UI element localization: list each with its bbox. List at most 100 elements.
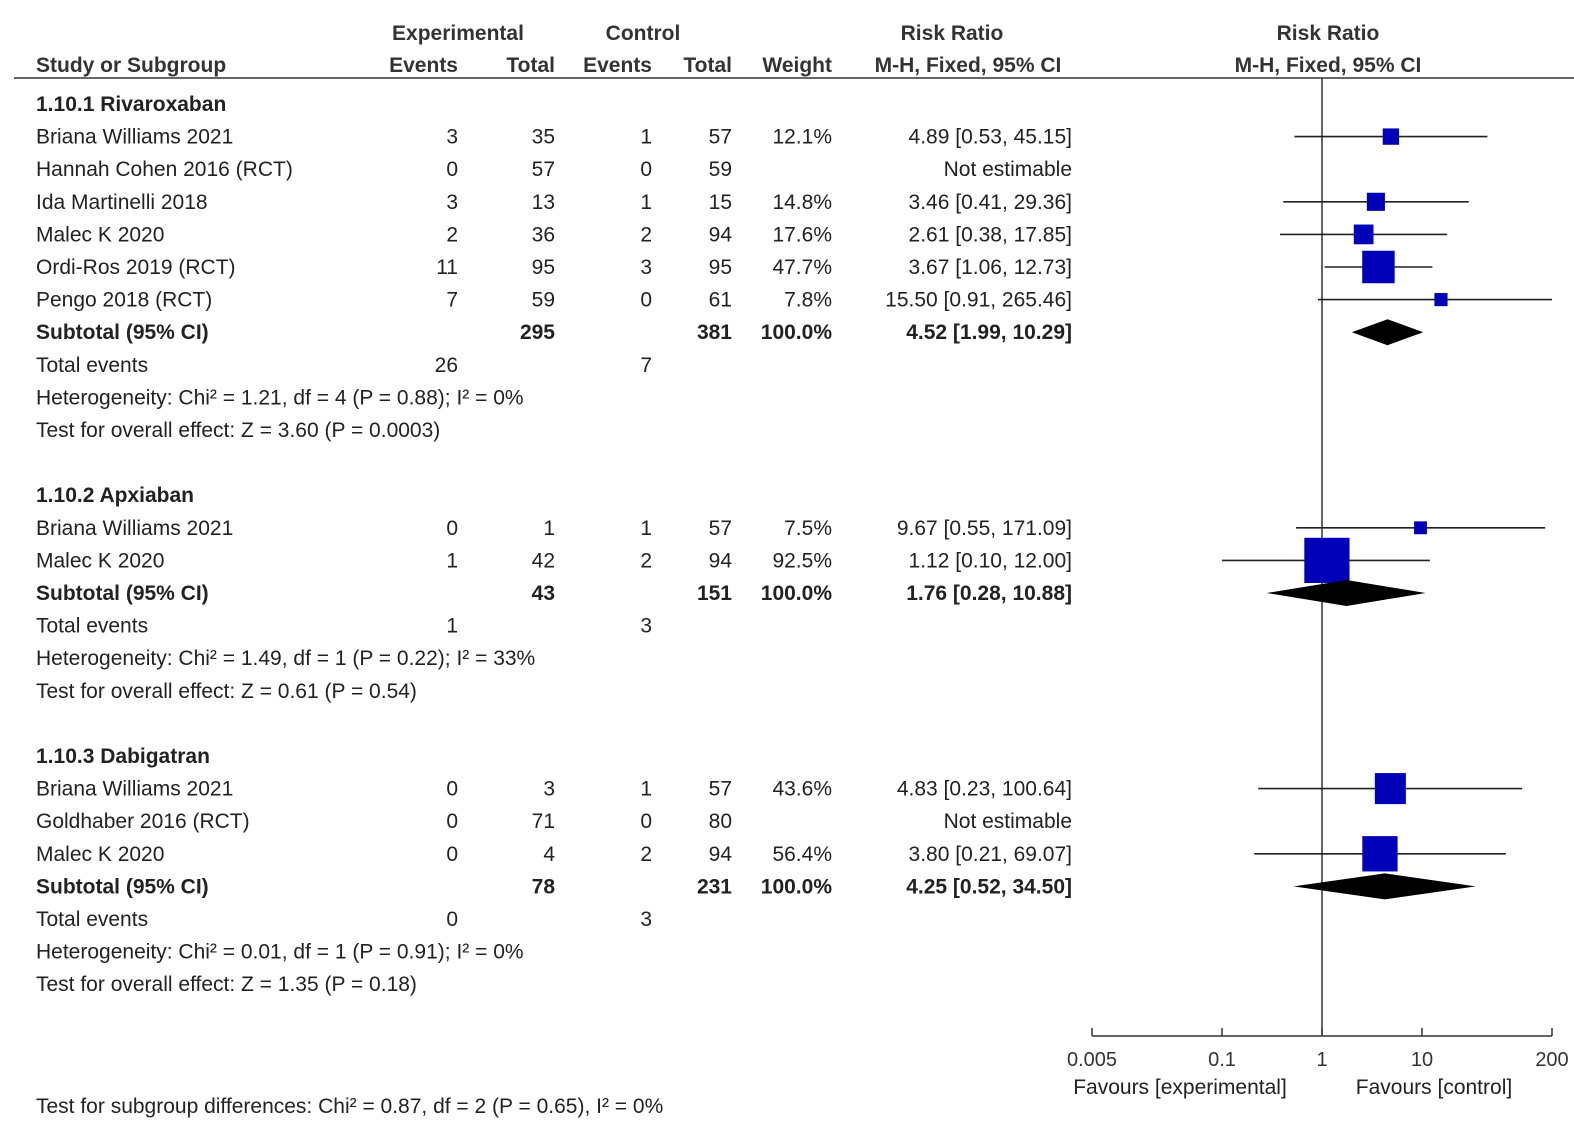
study-effect-marker (1382, 128, 1400, 145)
subtotal-row: Subtotal (95% CI) 78 231 100.0% 4.25 [0.52, … (36, 875, 1072, 898)
weight-cell: 92.5% (772, 549, 832, 572)
ctrl-events-cell: 0 (640, 158, 652, 181)
statistics-note: Test for overall effect: Z = 0.61 (P = 0… (36, 680, 417, 703)
ctrl-events-cell: 3 (640, 615, 652, 638)
study-name-cell: Hannah Cohen 2016 (RCT) (36, 158, 293, 181)
table-row: Malec K 2020 1 42 2 94 92.5% 1.12 [0.10, 12.00… (36, 549, 1072, 572)
study-name-cell: Heterogeneity: Chi² = 0.01, df = 1 (P = … (36, 941, 524, 964)
study-name-cell: Test for overall effect: Z = 0.61 (P = 0… (36, 680, 417, 703)
statistics-note: Test for overall effect: Z = 1.35 (P = 0… (36, 973, 417, 996)
ctrl-total-cell: 57 (709, 517, 732, 540)
exp-total-cell: 13 (532, 191, 555, 214)
study-name-cell: Malec K 2020 (36, 843, 164, 866)
favours-left-label: Favours [experimental] (1073, 1076, 1287, 1099)
risk-ratio-ci-cell: 1.12 [0.10, 12.00] (909, 549, 1072, 572)
risk-ratio-ci-cell: 4.52 [1.99, 10.29] (906, 321, 1072, 344)
table-row: Briana Williams 2021 0 3 1 57 43.6% 4.83 [0.23… (36, 778, 1072, 801)
study-name-cell: Heterogeneity: Chi² = 1.21, df = 4 (P = … (36, 386, 524, 409)
study-effect-marker (1362, 250, 1395, 284)
ctrl-total-cell: 57 (709, 778, 732, 801)
ctrl-events-cell: 0 (640, 289, 652, 312)
subgroup-heading: 1.10.2 Apxiaban (36, 484, 194, 507)
exp-events-cell: 26 (435, 354, 458, 377)
ctrl-total-cell: 15 (709, 191, 732, 214)
exp-total-cell: 3 (543, 778, 555, 801)
study-effect-marker (1362, 836, 1398, 872)
exp-total-cell: 42 (532, 549, 555, 572)
weight-cell: 56.4% (772, 843, 832, 866)
study-name-cell: 1.10.2 Apxiaban (36, 484, 194, 507)
ctrl-events-cell: 2 (640, 843, 652, 866)
exp-total-cell: 295 (520, 321, 555, 344)
weight-cell: 47.7% (772, 256, 832, 279)
ctrl-total-cell: 151 (697, 582, 732, 605)
ctrl-events-cell: 1 (640, 126, 652, 149)
total-events-row: Total events 0 3 (36, 908, 652, 931)
exp-events-cell: 1 (446, 615, 458, 638)
study-name-cell: Briana Williams 2021 (36, 126, 233, 149)
study-name-cell: Malec K 2020 (36, 549, 164, 572)
study-name-cell: Ordi-Ros 2019 (RCT) (36, 256, 236, 279)
study-name-cell: Total events (36, 908, 148, 931)
study-name-cell: Subtotal (95% CI) (36, 582, 209, 605)
risk-ratio-ci-cell: 9.67 [0.55, 171.09] (897, 517, 1072, 540)
study-name-cell: Test for overall effect: Z = 3.60 (P = 0… (36, 419, 440, 442)
weight-cell: 17.6% (772, 223, 832, 246)
risk-ratio-ci-cell: Not estimable (944, 158, 1072, 181)
weight-cell: 43.6% (772, 778, 832, 801)
ctrl-events-cell: 1 (640, 778, 652, 801)
exp-total-cell: 43 (532, 582, 555, 605)
method-plot-header: M-H, Fixed, 95% CI (1235, 54, 1422, 77)
ctrl-total-cell: 381 (697, 321, 732, 344)
exp-total-cell: 59 (532, 289, 555, 312)
statistics-note: Test for overall effect: Z = 3.60 (P = 0… (36, 419, 440, 442)
exp-events-cell: 0 (446, 517, 458, 540)
ctrl-total-cell: 94 (709, 549, 733, 572)
exp-events-cell: 7 (446, 289, 458, 312)
study-name-cell: Heterogeneity: Chi² = 1.49, df = 1 (P = … (36, 647, 535, 670)
ctrl-events-header: Events (583, 54, 652, 77)
weight-cell: 100.0% (761, 582, 833, 605)
subtotal-diamond (1293, 873, 1476, 900)
ctrl-total-cell: 95 (709, 256, 732, 279)
study-effect-marker (1353, 224, 1374, 245)
study-name-cell: Malec K 2020 (36, 223, 164, 246)
statistics-note: Heterogeneity: Chi² = 1.49, df = 1 (P = … (36, 647, 535, 670)
study-effect-marker (1414, 521, 1427, 535)
study-effect-marker (1374, 773, 1406, 805)
statistics-note: Heterogeneity: Chi² = 0.01, df = 1 (P = … (36, 941, 524, 964)
risk-ratio-ci-cell: 4.83 [0.23, 100.64] (897, 778, 1072, 801)
ctrl-events-cell: 3 (640, 256, 652, 279)
exp-total-cell: 1 (543, 517, 555, 540)
study-name-cell: Briana Williams 2021 (36, 778, 233, 801)
subtotal-row: Subtotal (95% CI) 295 381 100.0% 4.52 [1.99,… (36, 321, 1072, 344)
study-effect-marker (1434, 293, 1448, 307)
exp-events-cell: 0 (446, 810, 458, 833)
weight-cell: 7.5% (784, 517, 832, 540)
exp-total-cell: 71 (532, 810, 555, 833)
risk-ratio-ci-cell: 3.46 [0.41, 29.36] (909, 191, 1072, 214)
study-name-cell: Ida Martinelli 2018 (36, 191, 208, 214)
study-name-cell: Briana Williams 2021 (36, 517, 233, 540)
x-tick-label: 0.1 (1208, 1049, 1236, 1071)
table-row: Ida Martinelli 2018 3 13 1 15 14.8% 3.46 [0.41… (36, 191, 1072, 214)
ctrl-events-cell: 7 (640, 354, 652, 377)
study-name-cell: Total events (36, 615, 148, 638)
subtotal-diamond (1351, 319, 1424, 346)
statistics-note: Heterogeneity: Chi² = 1.21, df = 4 (P = … (36, 386, 524, 409)
risk-ratio-ci-cell: 4.89 [0.53, 45.15] (909, 126, 1072, 149)
study-name-cell: Subtotal (95% CI) (36, 875, 209, 898)
ctrl-total-cell: 61 (709, 289, 732, 312)
risk-ratio-ci-cell: 1.76 [0.28, 10.88] (906, 582, 1072, 605)
ctrl-events-cell: 0 (640, 810, 652, 833)
table-row: Malec K 2020 2 36 2 94 17.6% 2.61 [0.38, 17.85… (36, 223, 1072, 246)
study-name-cell: Subtotal (95% CI) (36, 321, 209, 344)
ctrl-total-header: Total (683, 54, 732, 77)
experimental-header: Experimental (392, 22, 524, 45)
ctrl-events-cell: 1 (640, 517, 652, 540)
exp-total-cell: 35 (532, 126, 555, 149)
subtotal-row: Subtotal (95% CI) 43 151 100.0% 1.76 [0.28, … (36, 582, 1072, 605)
study-column-header: Study or Subgroup (36, 54, 226, 77)
x-tick-label: 200 (1535, 1049, 1568, 1071)
table-row: Briana Williams 2021 3 35 1 57 12.1% 4.89 [0.5… (36, 126, 1072, 149)
